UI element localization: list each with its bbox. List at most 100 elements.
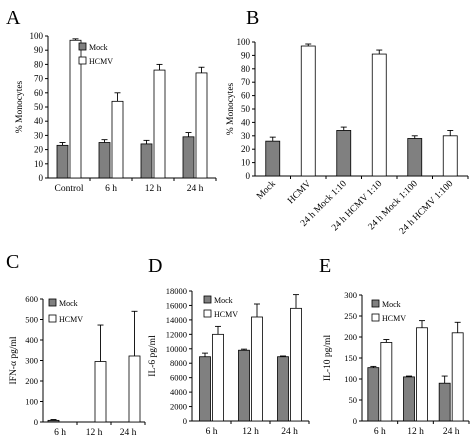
x-tick-label: Control — [54, 184, 83, 194]
bar-mock — [140, 143, 153, 179]
chart-panel-d: 0 2000 4000 6000 8000 10000 12000 14000 16000 180… — [148, 286, 310, 437]
y-tick-label: 14000 — [166, 315, 187, 325]
y-tick-label: 40 — [241, 117, 251, 127]
chart-panel-a: 0 10 20 30 40 50 60 70 80 90 100 % Monocytes Control… — [15, 31, 217, 194]
y-tick-label: 150 — [344, 353, 357, 363]
y-tick-label: 8000 — [170, 358, 187, 368]
bar-hcmv — [153, 69, 166, 179]
y-tick-label: 70 — [34, 74, 44, 84]
y-tick-label: 300 — [344, 290, 357, 300]
y-tick-label: 30 — [241, 131, 251, 141]
y-tick-label: 30 — [34, 130, 44, 140]
y-tick-label: 18000 — [166, 286, 187, 296]
x-tick-label: 24 h — [120, 428, 137, 438]
y-tick-label: 10000 — [166, 344, 187, 354]
x-tick-label: 24 h — [281, 427, 298, 437]
bar-hcmv — [111, 100, 124, 179]
bar-mock — [182, 136, 195, 179]
bar-hcmv — [94, 361, 107, 423]
y-tick-label: 50 — [34, 102, 44, 112]
y-axis-label: % Monocytes — [15, 80, 25, 133]
legend-label: Mock — [89, 43, 108, 52]
y-tick-label: 2000 — [170, 402, 187, 412]
y-tick-label: 12000 — [166, 329, 187, 339]
y-axis-label: IL-6 pg/ml — [148, 335, 158, 377]
y-tick-label: 500 — [25, 315, 38, 325]
panel-label-b: B — [246, 7, 259, 29]
y-tick-label: 100 — [344, 374, 357, 384]
y-tick-label: 20 — [34, 145, 44, 155]
panel-label-a: A — [6, 7, 21, 29]
y-tick-label: 0 — [353, 416, 357, 426]
y-tick-label: 0 — [39, 173, 44, 183]
y-tick-label: 10 — [241, 158, 251, 168]
legend-swatch — [371, 313, 380, 322]
legend-swatch — [78, 42, 87, 51]
bar-mock — [438, 382, 451, 422]
x-tick-label: HCMV — [286, 179, 313, 206]
y-tick-label: 200 — [344, 332, 357, 342]
y-tick-label: 10 — [34, 159, 44, 169]
y-tick-label: 40 — [34, 116, 44, 126]
y-tick-label: 400 — [25, 335, 38, 345]
x-tick-label: 12 h — [407, 427, 424, 437]
legend-swatch — [203, 309, 212, 318]
bar — [442, 135, 458, 177]
bar-mock — [277, 356, 289, 422]
y-tick-label: 0 — [246, 171, 251, 181]
legend-swatch — [78, 56, 87, 65]
y-tick-label: 50 — [349, 395, 358, 405]
y-axis-label: IL-10 pg/ml — [323, 335, 333, 382]
x-tick-label: 6 h — [54, 428, 66, 438]
y-tick-label: 90 — [241, 50, 251, 60]
bar — [336, 130, 352, 177]
y-tick-label: 4000 — [170, 387, 187, 397]
y-tick-label: 16000 — [166, 300, 187, 310]
y-tick-label: 50 — [241, 104, 251, 114]
bar-mock — [199, 356, 211, 422]
y-tick-label: 0 — [34, 417, 38, 427]
legend-label: HCMV — [214, 310, 238, 319]
legend-label: Mock — [59, 299, 78, 308]
y-axis-label: IFN-α pg/ml — [9, 336, 19, 384]
chart-panel-e: 0 50 100 150 200 250 300 IL-10 pg/ml 6 h 12 h 24 h… — [323, 290, 470, 437]
panel-label-e: E — [319, 255, 331, 277]
y-tick-label: 70 — [241, 77, 251, 87]
bar-hcmv — [416, 327, 428, 422]
bar-hcmv — [195, 72, 208, 179]
x-tick-label: 12 h — [145, 184, 162, 194]
x-tick-label: 24 h — [187, 184, 204, 194]
bar-mock — [367, 367, 380, 422]
bar-hcmv — [128, 355, 141, 423]
chart-panel-c: 0 100 200 300 400 500 600 IFN-α pg/ml 6 h 12 h 24 … — [9, 294, 146, 438]
bar-mock — [98, 142, 111, 179]
bar-hcmv — [290, 307, 302, 422]
legend-swatch — [371, 299, 380, 308]
legend-label: HCMV — [89, 57, 113, 66]
bar — [265, 140, 281, 177]
x-tick-label: 12 h — [86, 428, 103, 438]
y-tick-label: 100 — [237, 37, 251, 47]
y-tick-label: 80 — [34, 59, 44, 69]
y-axis-label: % Monocytes — [226, 82, 236, 135]
bar — [407, 138, 423, 177]
y-tick-label: 90 — [34, 45, 44, 55]
x-tick-label: 6 h — [374, 427, 386, 437]
bar — [371, 53, 387, 177]
bar-mock — [47, 419, 60, 423]
bar-hcmv — [251, 316, 263, 422]
y-tick-label: 0 — [183, 416, 187, 426]
legend-label: Mock — [382, 300, 401, 309]
panel-label-c: C — [6, 251, 19, 273]
bar — [300, 45, 316, 177]
y-tick-label: 100 — [30, 31, 44, 41]
y-tick-label: 300 — [25, 356, 38, 366]
x-tick-label: 24 h — [443, 427, 460, 437]
bar-mock — [56, 144, 69, 179]
chart-panel-b: 0 10 20 30 40 50 60 70 80 90 100 % Monocytes Mock HCM… — [226, 37, 469, 237]
bar-hcmv — [212, 333, 224, 422]
legend-label: Mock — [214, 296, 233, 305]
y-tick-label: 20 — [241, 144, 251, 154]
legend-label: HCMV — [382, 314, 406, 323]
